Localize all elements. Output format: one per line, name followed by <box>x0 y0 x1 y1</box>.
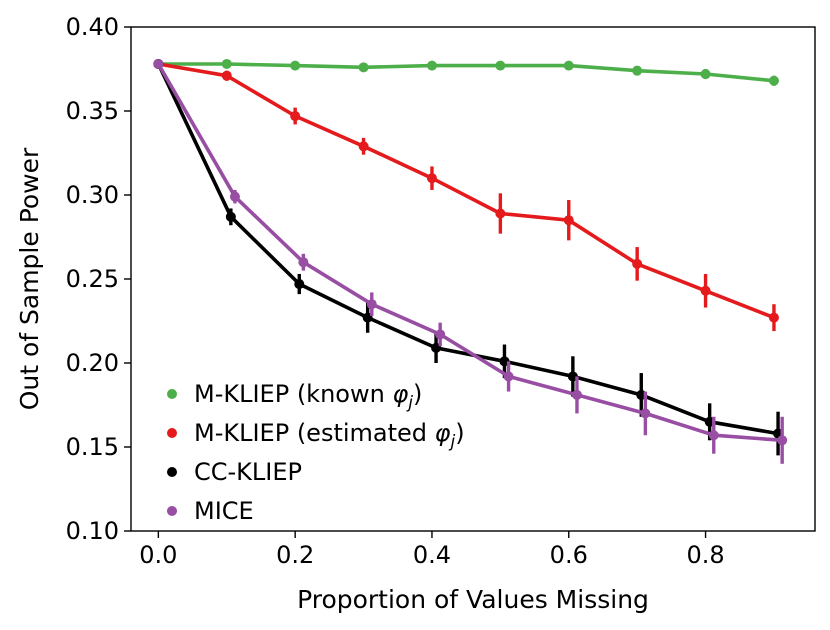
legend-prefix: CC-KLIEP <box>194 458 302 486</box>
x-tick-label: 0.0 <box>139 541 177 569</box>
legend-symbol: φ <box>392 380 408 408</box>
data-point <box>563 215 574 226</box>
data-point <box>777 435 788 446</box>
data-point <box>768 75 779 86</box>
x-tick-label: 0.6 <box>550 541 588 569</box>
legend-suffix: ) <box>413 380 422 408</box>
data-point <box>700 285 711 296</box>
data-point <box>426 173 437 184</box>
y-axis-label: Out of Sample Power <box>15 147 44 410</box>
x-axis-label: Proportion of Values Missing <box>297 585 649 614</box>
y-tick-label: 0.35 <box>66 97 119 125</box>
data-point <box>571 389 582 400</box>
series-line <box>156 63 783 443</box>
y-tick-label: 0.15 <box>66 433 119 461</box>
legend-suffix: ) <box>455 419 464 447</box>
series-line <box>158 62 775 320</box>
data-point <box>366 299 377 310</box>
legend-prefix: M-KLIEP (estimated <box>194 419 435 447</box>
legend-prefix: M-KLIEP (known <box>194 380 392 408</box>
legend-marker <box>167 389 177 399</box>
legend-label: M-KLIEP (known φj) <box>194 380 422 413</box>
x-tick-label: 0.8 <box>686 541 724 569</box>
data-point <box>290 60 301 71</box>
y-tick-label: 0.30 <box>66 181 119 209</box>
legend-sub: j <box>449 432 456 452</box>
legend: M-KLIEP (known φj)M-KLIEP (estimated φj)… <box>167 380 465 525</box>
data-point <box>153 58 164 69</box>
data-point <box>358 62 369 73</box>
y-tick-label: 0.10 <box>66 517 119 545</box>
series-line <box>158 62 775 83</box>
data-point <box>768 312 779 323</box>
x-tick-label: 0.4 <box>413 541 451 569</box>
data-point <box>640 408 651 419</box>
series-4 <box>153 58 788 464</box>
legend-sub: j <box>406 393 413 413</box>
data-point <box>290 111 301 122</box>
data-point <box>221 58 232 69</box>
data-point <box>503 371 514 382</box>
x-axis: 0.0 0.2 0.4 0.6 0.8 <box>139 531 725 569</box>
y-tick-label: 0.20 <box>66 349 119 377</box>
series-layer <box>153 58 788 464</box>
data-point <box>294 279 305 290</box>
data-point <box>700 69 711 80</box>
data-point <box>221 70 232 81</box>
data-point <box>426 60 437 71</box>
data-point <box>632 258 643 269</box>
series-1 <box>153 58 779 86</box>
data-point <box>563 60 574 71</box>
legend-marker <box>167 467 177 477</box>
legend-label: M-KLIEP (estimated φj) <box>194 419 465 452</box>
data-point <box>495 208 506 219</box>
y-tick-label: 0.25 <box>66 265 119 293</box>
legend-label: MICE <box>194 497 254 525</box>
legend-prefix: MICE <box>194 497 254 525</box>
legend-marker <box>167 428 177 438</box>
legend-marker <box>167 506 177 516</box>
data-point <box>229 191 240 202</box>
legend-symbol: φ <box>435 419 451 447</box>
legend-label: CC-KLIEP <box>194 458 302 486</box>
x-tick-label: 0.2 <box>276 541 314 569</box>
y-axis: 0.10 0.15 0.20 0.25 0.30 0.35 0.40 <box>66 13 131 545</box>
data-point <box>358 141 369 152</box>
plot-area <box>131 27 815 531</box>
data-point <box>298 257 309 268</box>
data-point <box>495 60 506 71</box>
data-point <box>225 211 236 222</box>
data-point <box>435 329 446 340</box>
data-point <box>708 430 719 441</box>
data-point <box>632 65 643 76</box>
y-tick-label: 0.40 <box>66 13 119 41</box>
